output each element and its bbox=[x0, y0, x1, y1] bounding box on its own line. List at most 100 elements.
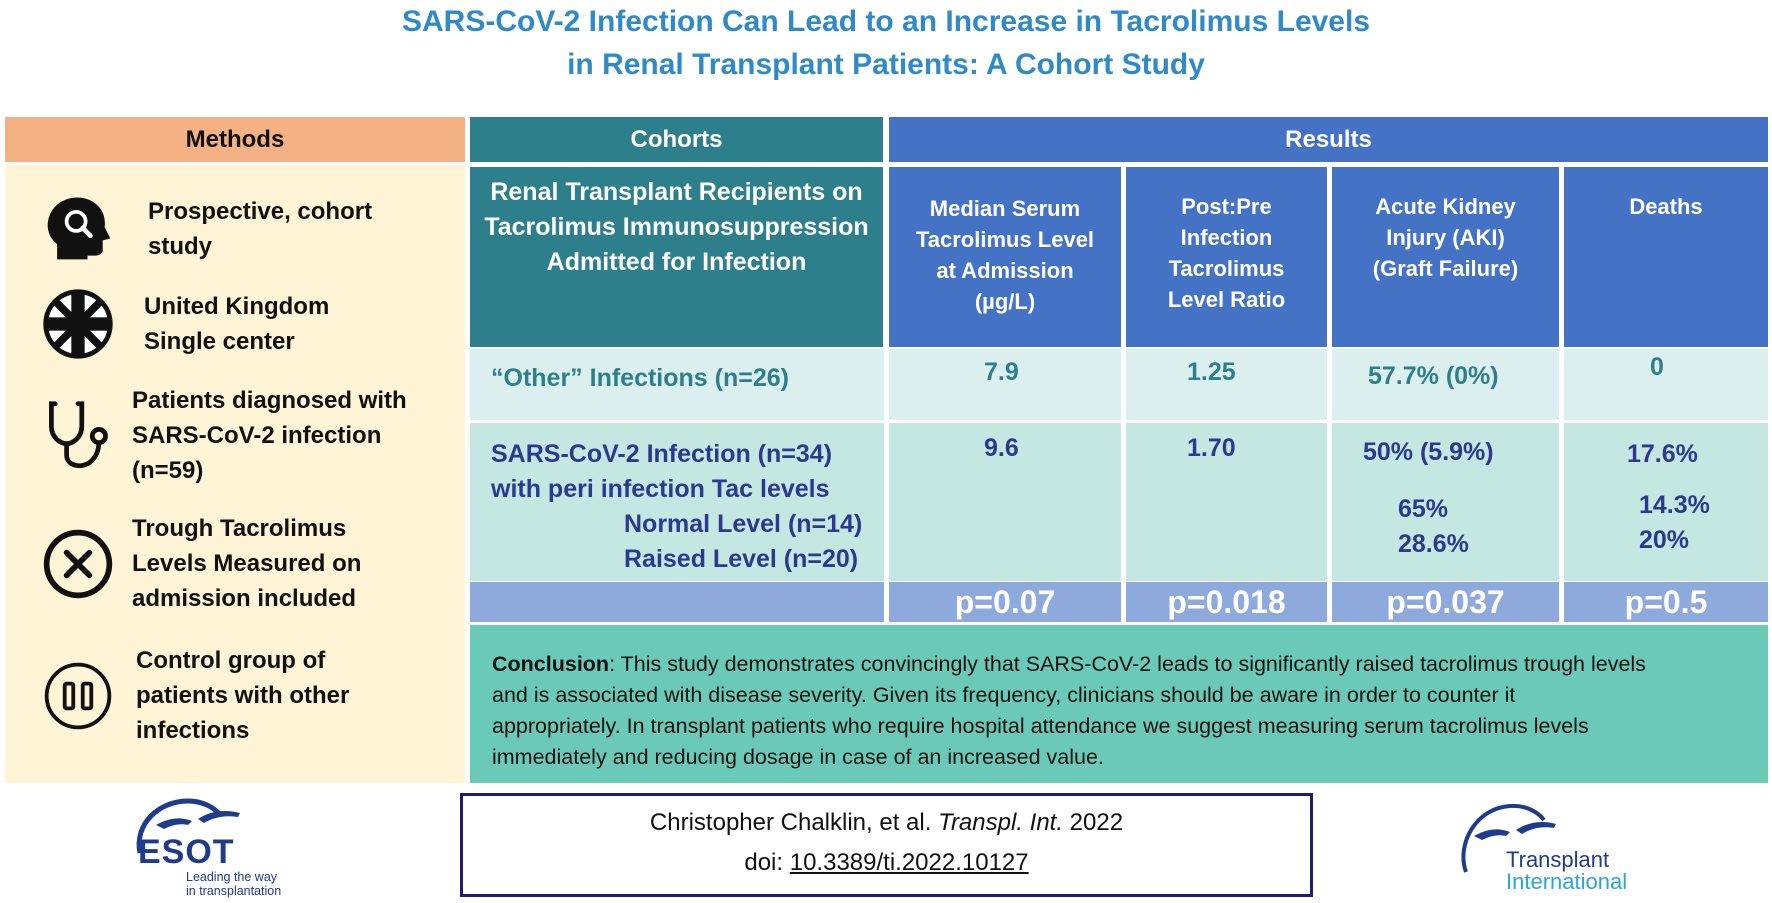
row-sars-cov-2 bbox=[470, 423, 1768, 581]
esot-logo-mark-icon bbox=[136, 798, 240, 854]
citation-authors: Christopher Chalklin, et al. bbox=[649, 809, 932, 836]
sars-deaths-value: 17.6% bbox=[1627, 440, 1698, 468]
column-header-line: Tacrolimus bbox=[1168, 256, 1285, 281]
column-header-line: Median Serum bbox=[929, 196, 1081, 221]
esot-logo: ESOT Leading the way in transplantation bbox=[130, 795, 300, 901]
column-separator bbox=[1327, 167, 1332, 622]
sars-cohort-line: with peri infection Tac levels bbox=[491, 475, 830, 503]
method-item-design: Prospective, cohort study bbox=[40, 191, 372, 267]
conclusion-line: and is associated with disease severity.… bbox=[492, 683, 1516, 707]
methods-panel bbox=[5, 165, 465, 783]
method-text-line: Prospective, cohort bbox=[148, 198, 373, 225]
method-item-trough: Trough Tacrolimus Levels Measured on adm… bbox=[40, 511, 361, 616]
column-header-line: Infection bbox=[1180, 225, 1273, 250]
method-text-line: Levels Measured on bbox=[132, 550, 362, 577]
other-median-value: 7.9 bbox=[984, 358, 1019, 386]
esot-logo-name: ESOT bbox=[138, 833, 235, 871]
p-value-deaths: p=0.5 bbox=[1624, 584, 1708, 620]
column-separator bbox=[884, 167, 889, 622]
other-aki-value: 57.7% (0%) bbox=[1368, 362, 1499, 390]
column-header-deaths: Deaths bbox=[1564, 167, 1768, 347]
other-deaths-value: 0 bbox=[1650, 353, 1664, 381]
column-header-ratio: Post:Pre Infection Tacrolimus Level Rati… bbox=[1126, 167, 1327, 347]
conclusion-line: Conclusion: This study demonstrates conv… bbox=[492, 649, 1748, 680]
esot-tagline: Leading the way in transplantation bbox=[186, 870, 281, 898]
doi-link[interactable]: 10.3389/ti.2022.10127 bbox=[789, 849, 1029, 876]
column-header-line: at Admission bbox=[936, 258, 1074, 283]
other-ratio-value: 1.25 bbox=[1187, 358, 1236, 386]
sars-ratio-value: 1.70 bbox=[1187, 434, 1236, 462]
conclusion-line: immediately and reducing dosage in case … bbox=[492, 745, 1104, 769]
method-text-line: study bbox=[148, 233, 213, 260]
row-other-infections bbox=[470, 349, 1768, 420]
sars-aki-raised-value: 28.6% bbox=[1398, 530, 1469, 558]
conclusion-panel: Conclusion: This study demonstrates conv… bbox=[470, 625, 1768, 783]
doi-line: doi: 10.3389/ti.2022.10127 bbox=[463, 843, 1310, 883]
method-text-line: Control group of bbox=[136, 647, 326, 674]
doi-prefix: doi: bbox=[744, 849, 784, 876]
method-text-line: Patients diagnosed with bbox=[132, 387, 407, 414]
citation-box: Christopher Chalklin, et al. Transpl. In… bbox=[460, 793, 1313, 897]
sars-cohort-line: SARS-CoV-2 Infection (n=34) bbox=[491, 440, 833, 468]
column-header-median: Median Serum Tacrolimus Level at Admissi… bbox=[889, 167, 1121, 347]
esot-tagline-line: in transplantation bbox=[186, 884, 282, 898]
citation-line: Christopher Chalklin, et al. Transpl. In… bbox=[463, 803, 1310, 843]
methods-header: Methods bbox=[5, 117, 465, 162]
citation-journal: Transpl. Int. bbox=[938, 809, 1063, 836]
method-text-line: patients with other bbox=[136, 682, 350, 709]
p-value-aki: p=0.037 bbox=[1386, 584, 1505, 620]
column-header-line: Level Ratio bbox=[1167, 287, 1286, 312]
sars-cohort-label: SARS-CoV-2 Infection (n=34) with peri in… bbox=[491, 437, 862, 577]
method-text-line: Single center bbox=[144, 328, 295, 355]
cohorts-header: Cohorts bbox=[470, 117, 883, 162]
other-infections-label: “Other” Infections (n=26) bbox=[491, 364, 789, 392]
title-line-2: in Renal Transplant Patients: A Cohort S… bbox=[567, 48, 1205, 81]
sars-deaths-raised-value: 20% bbox=[1639, 526, 1690, 554]
sars-aki-value: 50% (5.9%) bbox=[1363, 438, 1494, 466]
cohort-description-line: Tacrolimus Immunosuppression bbox=[484, 213, 869, 241]
cohort-description-line: Admitted for Infection bbox=[546, 248, 807, 276]
page-title: SARS-CoV-2 Infection Can Lead to an Incr… bbox=[0, 0, 1772, 86]
stethoscope-icon bbox=[49, 400, 108, 468]
results-header: Results bbox=[889, 117, 1768, 162]
row-p-values bbox=[470, 582, 1768, 622]
transplant-international-line2: International bbox=[1506, 869, 1628, 894]
cohort-description-line: Renal Transplant Recipients on bbox=[490, 178, 863, 206]
transplant-international-mark-icon bbox=[1461, 803, 1556, 873]
p-value-median: p=0.07 bbox=[954, 584, 1056, 620]
sars-normal-level-label: Normal Level (n=14) bbox=[624, 510, 863, 538]
method-item-control: Control group of patients with other inf… bbox=[40, 643, 349, 748]
column-header-line: (Graft Failure) bbox=[1372, 256, 1519, 281]
column-separator bbox=[1559, 167, 1564, 622]
cohort-description: Renal Transplant Recipients on Tacrolimu… bbox=[470, 167, 883, 347]
method-item-location: United Kingdom Single center bbox=[40, 286, 329, 362]
uk-flag-icon bbox=[43, 289, 113, 359]
method-text-line: Trough Tacrolimus bbox=[132, 515, 347, 542]
column-header-line: Acute Kidney bbox=[1375, 194, 1516, 219]
sars-raised-level-label: Raised Level (n=20) bbox=[624, 545, 859, 573]
column-separator bbox=[1121, 167, 1126, 622]
method-text-line: SARS-CoV-2 infection bbox=[132, 422, 382, 449]
pause-circle-icon bbox=[44, 662, 112, 729]
conclusion-text: : This study demonstrates convincingly t… bbox=[609, 652, 1646, 676]
column-header-line: Injury (AKI) bbox=[1386, 225, 1505, 250]
method-text-line: infections bbox=[136, 717, 250, 744]
column-header-line: Tacrolimus Level bbox=[915, 227, 1095, 252]
title-line-1: SARS-CoV-2 Infection Can Lead to an Incr… bbox=[401, 5, 1371, 38]
method-text-line: (n=59) bbox=[132, 457, 204, 484]
sars-median-value: 9.6 bbox=[984, 434, 1019, 462]
x-circle-icon bbox=[43, 529, 113, 598]
method-text-line: admission included bbox=[132, 585, 357, 612]
conclusion-label: Conclusion bbox=[492, 652, 610, 676]
sars-deaths-normal-value: 14.3% bbox=[1639, 491, 1710, 519]
sars-aki-normal-value: 65% bbox=[1398, 495, 1449, 523]
method-item-patients: Patients diagnosed with SARS-CoV-2 infec… bbox=[40, 383, 407, 488]
transplant-international-line1: Transplant bbox=[1506, 847, 1610, 872]
column-header-line: (µg/L) bbox=[974, 289, 1036, 314]
p-value-ratio: p=0.018 bbox=[1167, 584, 1286, 620]
head-search-icon bbox=[47, 197, 111, 260]
method-text-line: United Kingdom bbox=[144, 293, 330, 320]
column-header-line: Deaths bbox=[1629, 194, 1703, 219]
citation-year: 2022 bbox=[1069, 809, 1124, 836]
transplant-international-logo: Transplant International bbox=[1456, 800, 1671, 900]
